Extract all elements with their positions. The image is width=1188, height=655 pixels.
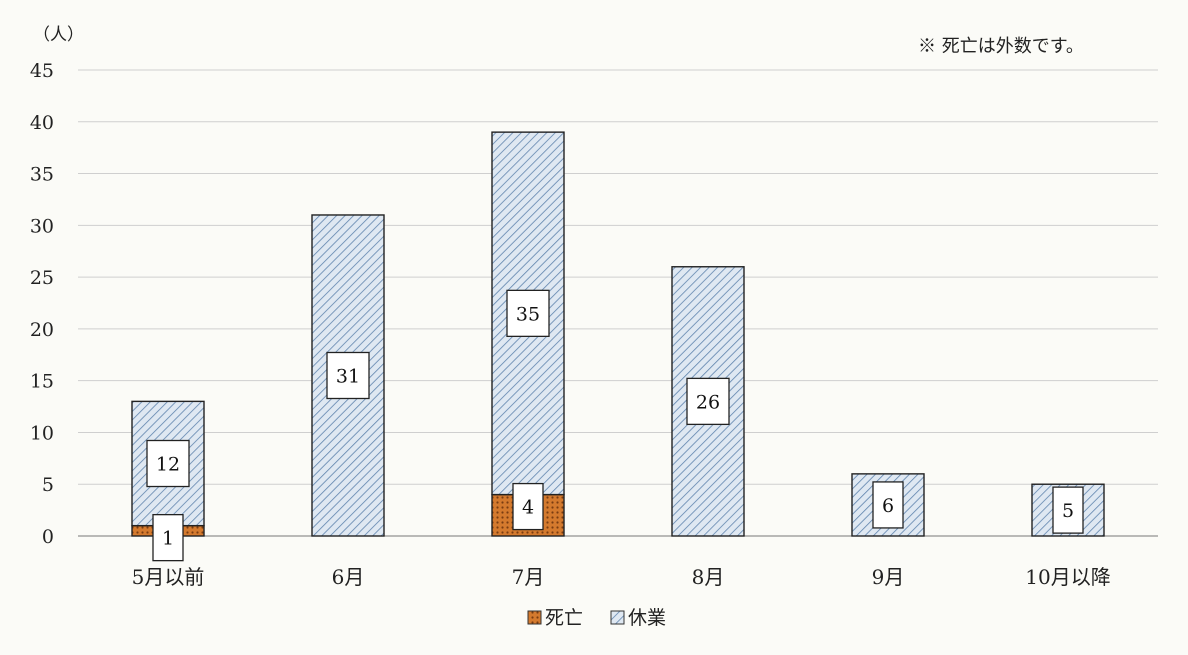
data-label-box-leave-0 [146,439,190,488]
y-tick-label: 45 [30,60,54,82]
y-tick-label: 5 [42,474,54,496]
y-axis-ticks: 0 5 10 15 20 25 30 35 40 45 [30,60,54,548]
y-tick-label: 25 [30,267,54,289]
y-tick-label: 10 [30,422,54,444]
legend-swatch-leave [610,610,625,625]
legend-swatch-death [527,610,542,625]
chart-note: ※ 死亡は外数です。 [918,36,1084,57]
data-label-box-leave-2 [506,289,550,338]
x-category-label: 8月 [692,565,725,589]
data-label-box-leave-3 [686,377,730,426]
legend: 死亡 休業 [527,607,666,629]
legend-label-death: 死亡 [545,607,583,629]
bar-layer [131,131,1105,537]
x-category-label: 9月 [872,565,905,589]
legend-label-leave: 休業 [628,607,666,629]
x-category-label: 5月以前 [132,565,205,589]
x-category-label: 10月以降 [1025,565,1110,589]
y-tick-label: 0 [42,526,54,548]
data-label-box-leave-1 [326,351,370,400]
x-category-label: 7月 [512,565,545,589]
data-label-box-death-0 [152,513,184,562]
data-label-layer: 1 12 31 4 35 26 6 5 [146,289,1084,562]
data-label-leave-2: 35 [516,303,540,325]
y-tick-label: 20 [30,319,54,341]
y-tick-label: 15 [30,371,54,393]
data-label-leave-1: 31 [336,365,360,387]
data-label-box-leave-5 [1052,486,1084,534]
x-category-label: 6月 [332,565,365,589]
data-label-leave-4: 6 [882,495,894,517]
x-axis-categories: 5月以前 6月 7月 8月 9月 10月以降 [132,565,1111,589]
data-label-death-0: 1 [162,528,174,550]
data-label-box-leave-4 [872,481,904,529]
grid-layer [78,69,1158,537]
y-tick-label: 30 [30,215,54,237]
data-label-box-death-2 [512,482,544,531]
data-label-leave-0: 12 [156,454,180,476]
data-label-leave-3: 26 [696,391,720,413]
y-axis-unit-label: （人） [33,25,84,45]
data-label-leave-5: 5 [1062,500,1074,522]
data-label-death-2: 4 [522,497,534,519]
y-tick-label: 35 [30,164,54,186]
y-tick-label: 40 [30,112,54,134]
